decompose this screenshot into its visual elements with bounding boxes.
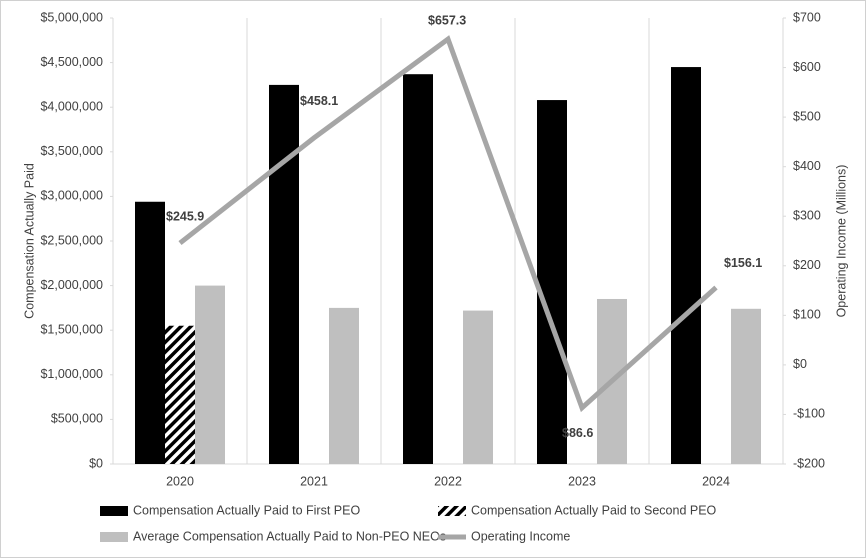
y-tick-label: $2,000,000 <box>40 278 103 292</box>
y-tick-label: $4,500,000 <box>40 55 103 69</box>
line <box>178 35 718 413</box>
y2-tick-label: -$100 <box>793 407 825 421</box>
bar <box>671 67 701 464</box>
legend-swatch <box>100 532 128 542</box>
x-tick-label: 2023 <box>568 474 596 488</box>
data-label: $657.3 <box>428 13 466 27</box>
y-tick-label: $3,500,000 <box>40 144 103 158</box>
y2-tick-label: $0 <box>793 357 807 371</box>
y-tick-label: $4,000,000 <box>40 99 103 113</box>
data-label: $245.9 <box>166 209 204 223</box>
y-tick-label: $5,000,000 <box>40 10 103 24</box>
data-label: $458.1 <box>300 94 338 108</box>
y2-tick-label: $100 <box>793 308 821 322</box>
data-label: $86.6 <box>562 426 593 440</box>
bar <box>537 100 567 465</box>
x-tick-label: 2021 <box>300 474 328 488</box>
bar <box>269 84 299 465</box>
y2-tick-label: $700 <box>793 10 821 24</box>
legend-swatch <box>100 506 128 516</box>
y2-tick-label: $300 <box>793 209 821 223</box>
legend-label: Average Compensation Actually Paid to No… <box>133 529 446 543</box>
y-tick-label: $1,500,000 <box>40 322 103 336</box>
y-tick-label: $2,500,000 <box>40 233 103 247</box>
y2-tick-label: $200 <box>793 258 821 272</box>
y2-tick-label: $600 <box>793 60 821 74</box>
legend-label: Compensation Actually Paid to First PEO <box>133 503 360 517</box>
y-tick-label: $500,000 <box>51 412 103 426</box>
bar <box>165 325 195 464</box>
bar <box>731 308 761 464</box>
data-label: $156.1 <box>724 256 762 270</box>
bar <box>463 310 493 464</box>
x-tick-label: 2022 <box>434 474 462 488</box>
legend-label: Operating Income <box>471 529 570 543</box>
y2-tick-label: $400 <box>793 159 821 173</box>
bar <box>135 201 165 464</box>
y-tick-label: $0 <box>89 456 103 470</box>
y2-tick-label: -$200 <box>793 456 825 470</box>
y-axis-label: Compensation Actually Paid <box>22 163 36 319</box>
x-tick-label: 2020 <box>166 474 194 488</box>
y2-axis-label: Operating Income (Millions) <box>834 165 848 318</box>
y-tick-label: $3,000,000 <box>40 189 103 203</box>
y2-tick-label: $500 <box>793 109 821 123</box>
bar <box>329 307 359 464</box>
bar <box>403 74 433 465</box>
legend-label: Compensation Actually Paid to Second PEO <box>471 503 717 517</box>
bar <box>195 285 225 464</box>
x-tick-label: 2024 <box>702 474 730 488</box>
legend-swatch <box>438 506 466 516</box>
y-tick-label: $1,000,000 <box>40 367 103 381</box>
